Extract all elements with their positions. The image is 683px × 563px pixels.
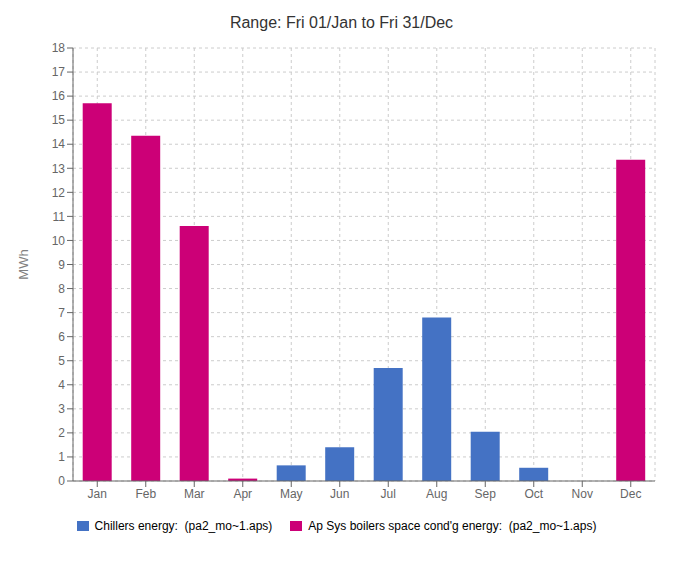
svg-text:Nov: Nov [572, 487, 593, 501]
svg-text:16: 16 [52, 89, 66, 103]
svg-text:6: 6 [58, 330, 65, 344]
svg-text:Sep: Sep [475, 487, 497, 501]
html-text:Ap Sys boilers space cond'g en: Ap Sys boilers space cond'g energy: (pa2… [308, 519, 597, 533]
svg-text:Jun: Jun [330, 487, 349, 501]
svg-text:May: May [280, 487, 303, 501]
svg-text:5: 5 [58, 354, 65, 368]
svg-text:Mar: Mar [184, 487, 205, 501]
svg-text:12: 12 [52, 186, 66, 200]
svg-text:1: 1 [58, 450, 65, 464]
svg-text:Aug: Aug [426, 487, 447, 501]
svg-text:11: 11 [53, 210, 66, 224]
svg-text:18: 18 [52, 41, 66, 55]
svg-text:Apr: Apr [233, 487, 252, 501]
svg-text:10: 10 [52, 234, 66, 248]
svg-text:Oct: Oct [524, 487, 543, 501]
svg-text:14: 14 [52, 137, 66, 151]
svg-text:2: 2 [58, 426, 65, 440]
svg-text:4: 4 [58, 378, 65, 392]
svg-text:13: 13 [52, 162, 66, 176]
svg-text:Jan: Jan [88, 487, 107, 501]
svg-text:Dec: Dec [620, 487, 641, 501]
svg-text:17: 17 [52, 65, 66, 79]
svg-text:7: 7 [58, 306, 65, 320]
svg-text:8: 8 [58, 282, 65, 296]
svg-text:Feb: Feb [135, 487, 156, 501]
svg-text:3: 3 [58, 402, 65, 416]
html-text:Chillers energy: (pa2_mo~1.aps: Chillers energy: (pa2_mo~1.aps) [94, 519, 273, 533]
html-text:Range: Fri 01/Jan to Fri 31/De: Range: Fri 01/Jan to Fri 31/Dec [229, 14, 454, 31]
svg-text:0: 0 [58, 474, 65, 488]
svg-text:Jul: Jul [381, 487, 396, 501]
svg-text:MWh: MWh [16, 249, 31, 279]
svg-text:9: 9 [58, 258, 65, 272]
svg-text:15: 15 [52, 113, 66, 127]
